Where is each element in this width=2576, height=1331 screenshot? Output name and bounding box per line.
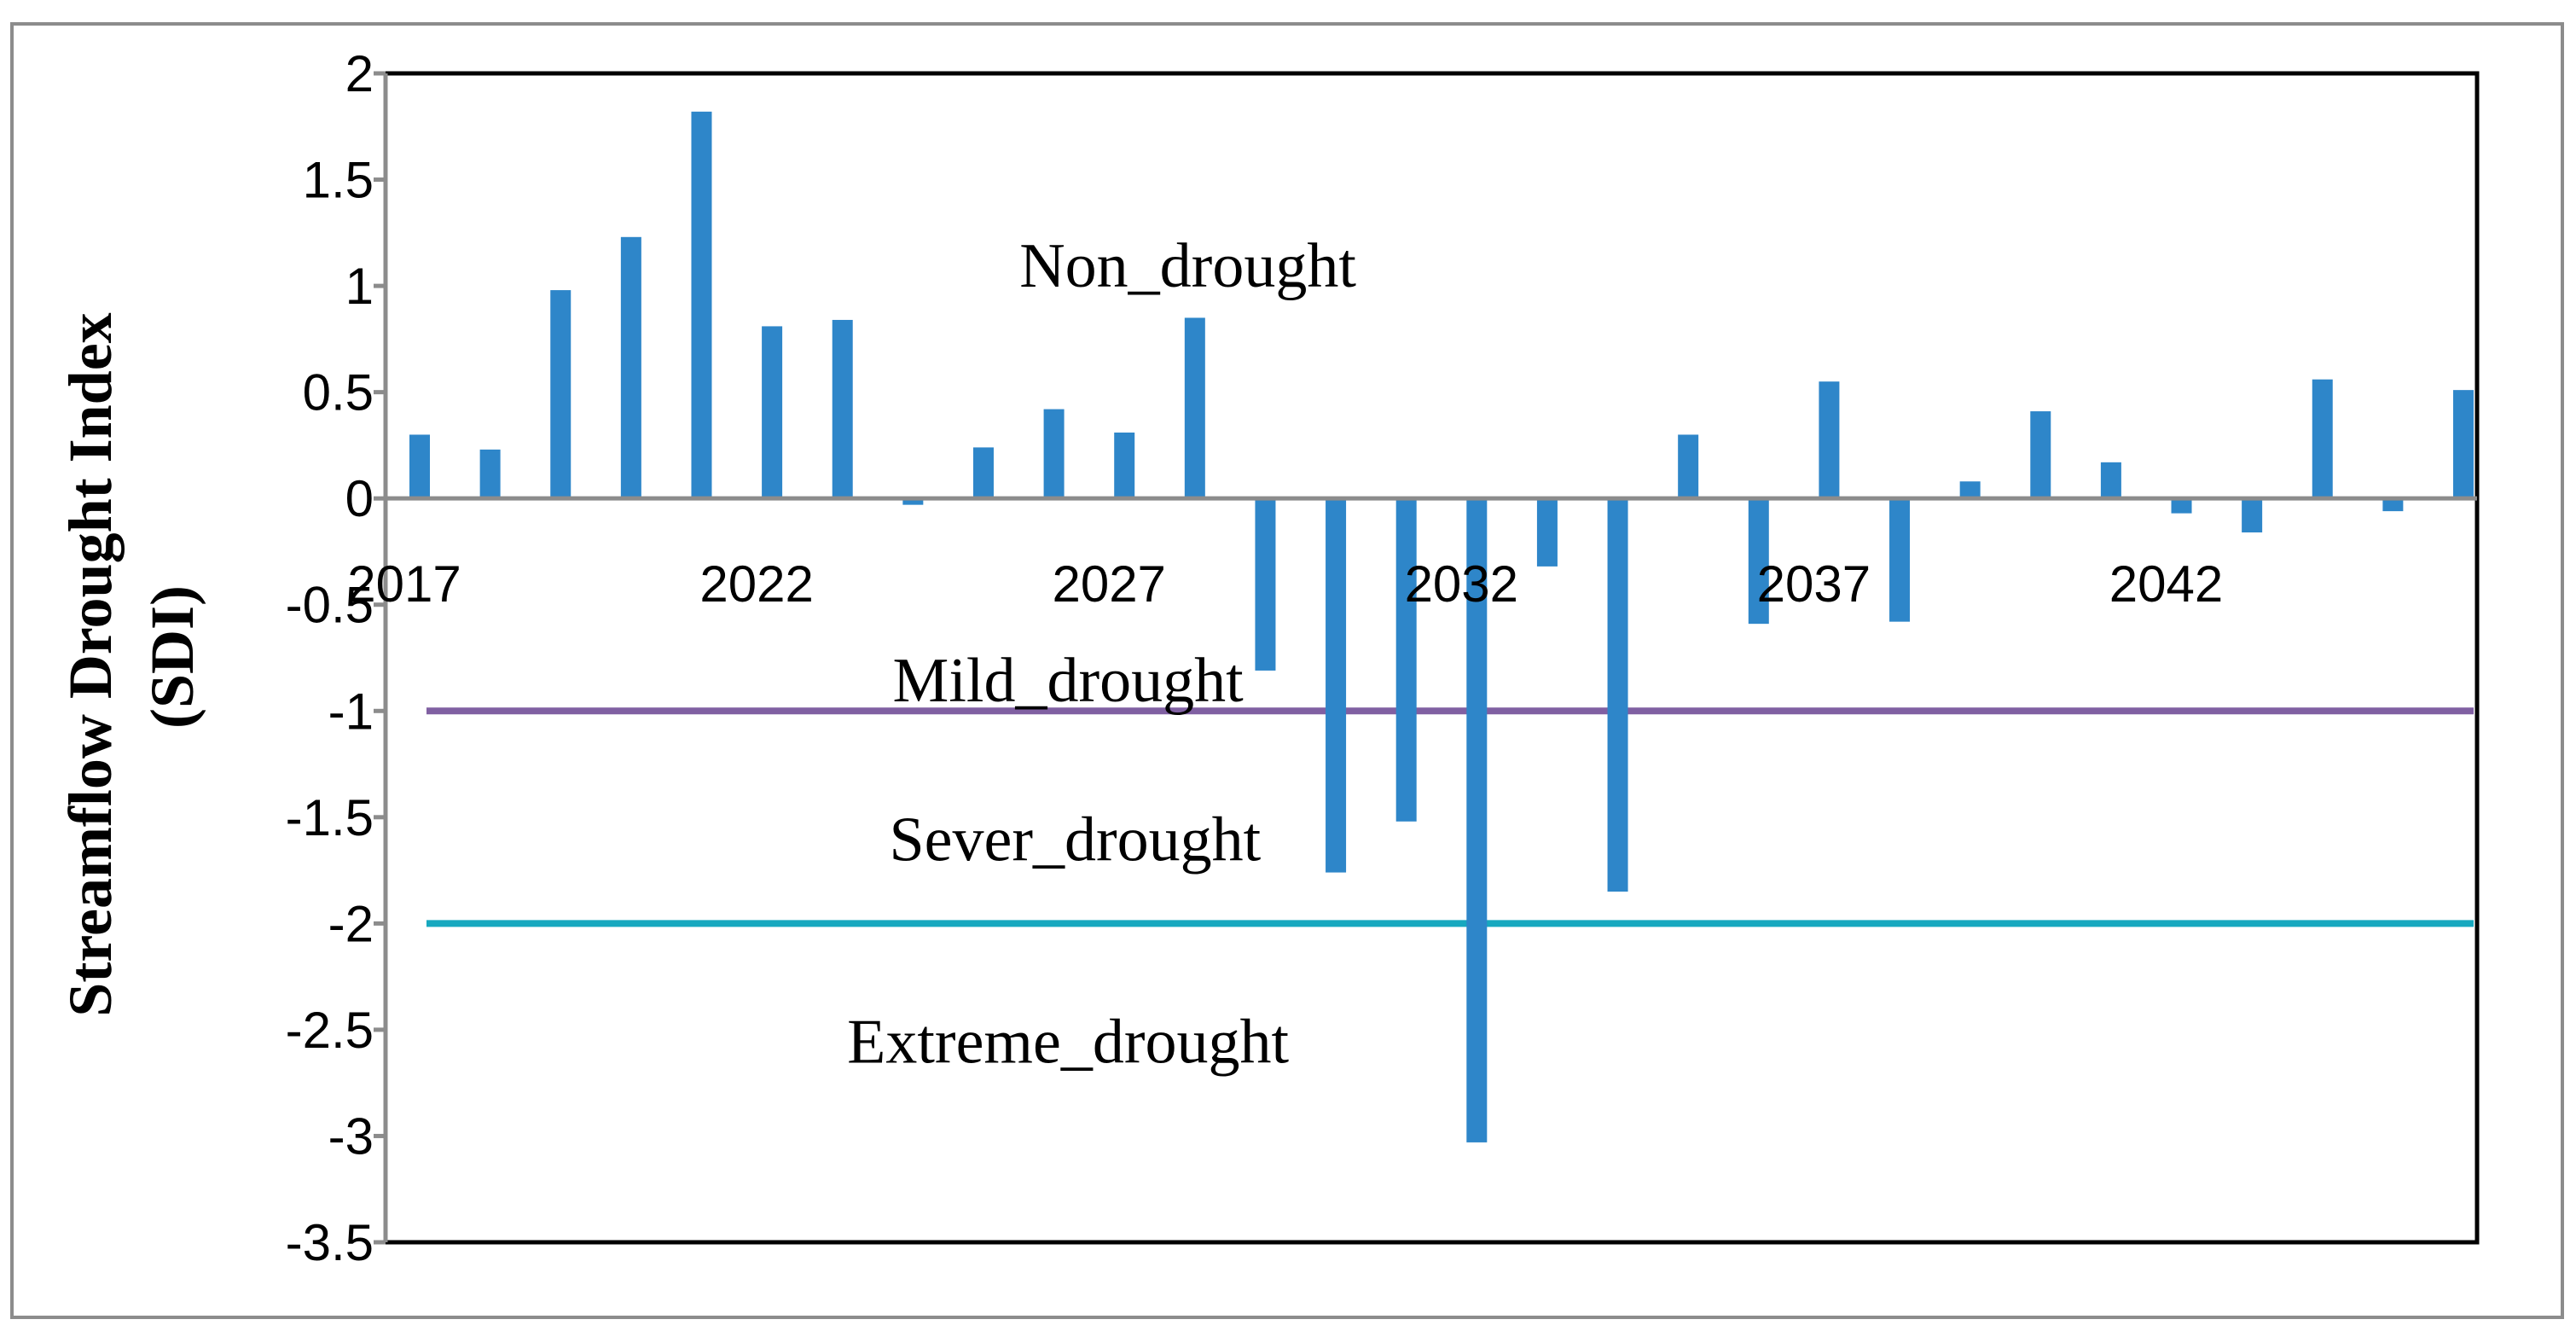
- bar: [2312, 379, 2333, 499]
- x-tick-label: 2032: [1405, 555, 1518, 613]
- bar: [1678, 434, 1699, 499]
- x-tick-label: 2017: [347, 555, 461, 613]
- bar: [620, 236, 641, 499]
- bar: [2242, 498, 2263, 533]
- bar: [1959, 481, 1981, 499]
- zone-label: Non_drought: [1019, 231, 1356, 301]
- bar: [1184, 317, 1205, 499]
- bar: [1889, 498, 1911, 622]
- bar: [2453, 390, 2474, 499]
- x-tick-label: 2022: [699, 555, 813, 613]
- zone-label: Extreme_drought: [847, 1007, 1289, 1077]
- bar: [902, 498, 924, 505]
- bar: [2030, 411, 2051, 499]
- bar: [2382, 498, 2404, 512]
- y-tick-label: 1: [345, 258, 374, 315]
- bar: [550, 290, 571, 499]
- bar: [1466, 498, 1488, 1142]
- y-tick-label: -1: [328, 683, 374, 740]
- y-axis-title-line-1: Streamflow Drought Index: [56, 312, 125, 1016]
- bar: [1395, 498, 1417, 822]
- y-tick-label: 1.5: [303, 152, 374, 209]
- bar-series: [409, 111, 2474, 1142]
- y-tick-label: -2.5: [286, 1002, 374, 1059]
- threshold-lines: [426, 707, 2474, 927]
- y-axis: 2 1.5 1 0.5 0 -0.5 -1 -1.5 -2 -2.5 -3 -3.5: [286, 45, 388, 1271]
- bar: [1326, 498, 1347, 873]
- bar: [409, 434, 430, 499]
- bar: [972, 447, 994, 499]
- bar: [1114, 432, 1135, 499]
- y-tick-label: -0.5: [286, 577, 374, 634]
- bar: [1748, 498, 1769, 625]
- bar: [479, 449, 501, 499]
- y-tick-label: -1.5: [286, 789, 374, 846]
- y-tick-label: -2: [328, 895, 374, 952]
- x-axis-labels: 2017 2022 2027 2032 2037 2042: [347, 555, 2223, 613]
- outer-frame: [10, 22, 2564, 1319]
- bar: [1255, 498, 1276, 671]
- y-tick-label: 0.5: [303, 364, 374, 421]
- zone-labels: Non_drought Mild_drought Sever_drought Extr…: [847, 231, 1356, 1077]
- y-tick-label: 0: [345, 470, 374, 527]
- y-tick-label: 2: [345, 45, 374, 102]
- bar: [2100, 462, 2121, 499]
- y-axis-title: Streamflow Drought Index (SDI): [56, 297, 206, 1016]
- y-tick-label: -3: [328, 1107, 374, 1165]
- bar: [762, 326, 783, 499]
- x-tick-label: 2042: [2109, 555, 2223, 613]
- bar: [2171, 498, 2192, 514]
- y-axis-title-line-2: (SDI): [138, 585, 206, 729]
- zone-label: Mild_drought: [893, 646, 1244, 716]
- bar: [832, 319, 853, 499]
- bar: [691, 111, 712, 499]
- bar: [1607, 498, 1628, 892]
- y-tick-label: -3.5: [286, 1214, 374, 1271]
- bar: [1536, 498, 1558, 567]
- bar: [1819, 381, 1840, 499]
- x-tick-label: 2027: [1052, 555, 1165, 613]
- bar: [1043, 409, 1065, 499]
- x-tick-label: 2037: [1757, 555, 1871, 613]
- zone-label: Sever_drought: [890, 805, 1262, 875]
